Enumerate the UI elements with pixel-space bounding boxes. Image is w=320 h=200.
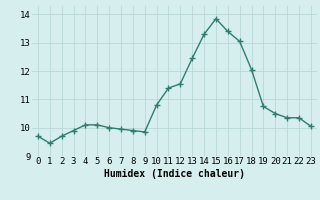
X-axis label: Humidex (Indice chaleur): Humidex (Indice chaleur) [104, 169, 245, 179]
